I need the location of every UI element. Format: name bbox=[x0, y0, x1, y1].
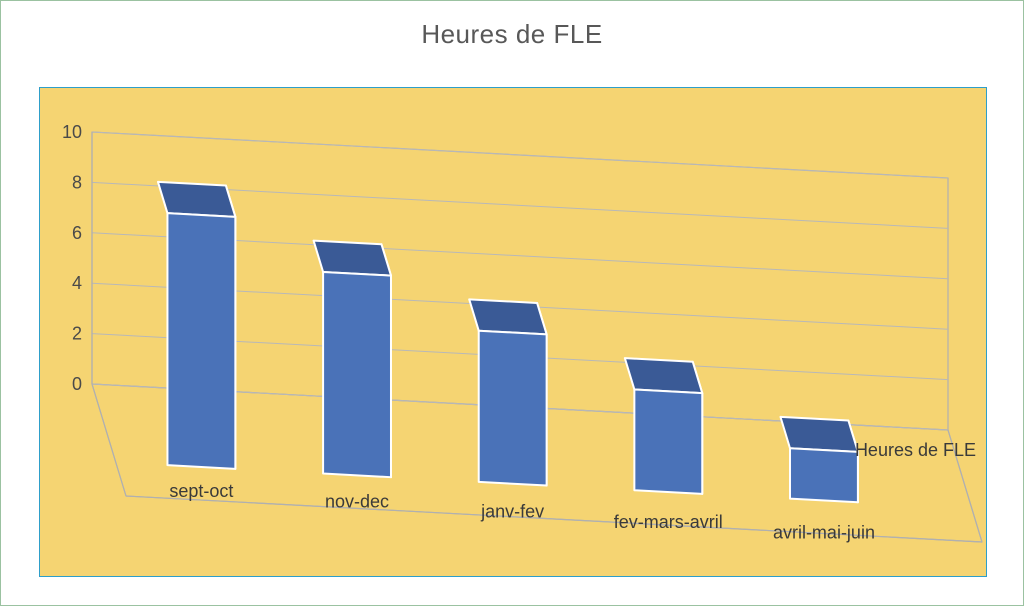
category-label: fev-mars-avril bbox=[614, 512, 723, 532]
bar bbox=[625, 358, 702, 494]
category-label: sept-oct bbox=[169, 481, 233, 501]
y-tick-label: 0 bbox=[72, 374, 82, 394]
category-label: nov-dec bbox=[325, 491, 389, 511]
chart-title: Heures de FLE bbox=[1, 19, 1023, 50]
bar bbox=[780, 417, 857, 502]
category-label: avril-mai-juin bbox=[773, 522, 875, 542]
y-tick-label: 4 bbox=[72, 273, 82, 293]
y-tick-label: 10 bbox=[62, 122, 82, 142]
plot-area: 0 2 4 6 8 10 sept-oct nov-dec janv-fev fev-mars-a… bbox=[39, 87, 987, 577]
bar bbox=[469, 299, 546, 485]
chart-svg: 0 2 4 6 8 10 sept-oct nov-dec janv-fev fev-mars-a… bbox=[40, 88, 986, 576]
chart-container: Heures de FLE 0 2 4 6 8 10 sept-oct nov-dec janv… bbox=[0, 0, 1024, 606]
series-label: Heures de FLE bbox=[855, 440, 976, 460]
y-tick-label: 2 bbox=[72, 324, 82, 344]
y-tick-label: 8 bbox=[72, 172, 82, 192]
category-label: janv-fev bbox=[480, 502, 544, 522]
bar bbox=[314, 241, 391, 478]
bar bbox=[158, 182, 235, 469]
y-tick-label: 6 bbox=[72, 223, 82, 243]
